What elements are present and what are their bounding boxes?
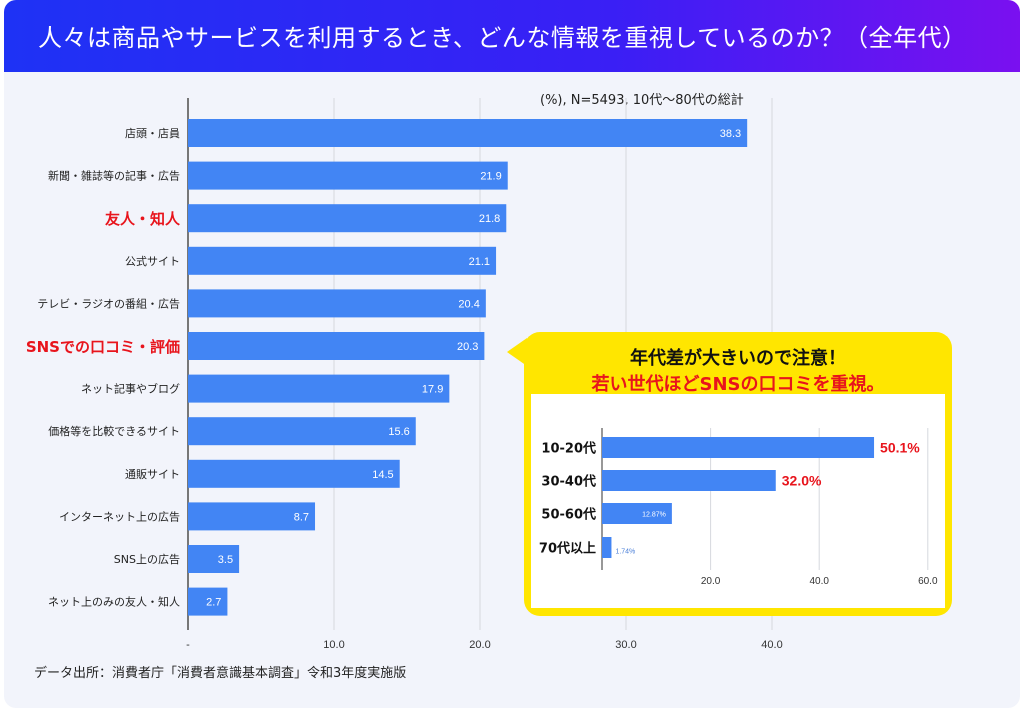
bar xyxy=(602,537,612,558)
bar-value-label: 15.6 xyxy=(388,426,409,438)
bar xyxy=(188,119,748,147)
bar xyxy=(188,161,508,190)
x-tick-label: 20.0 xyxy=(701,576,721,587)
age-bar-chart: 20.0 40.0 60.0 10-20代 50.1% 30-40代 32.0% 50-60代… xyxy=(539,428,938,587)
bar xyxy=(188,204,507,233)
x-tick-label: 40.0 xyxy=(809,576,829,587)
category-label: 新聞・雑誌等の記事・広告 xyxy=(48,169,180,183)
bar xyxy=(188,459,400,488)
callout-title-line1: 年代差が大きいので注意！ xyxy=(630,348,846,369)
category-label: 70代以上 xyxy=(539,541,596,557)
category-label: ネット上のみの友人・知人 xyxy=(48,595,180,609)
category-label: 友人・知人 xyxy=(105,210,181,228)
bar-value-label: 21.1 xyxy=(469,256,490,268)
bar-value-label: 14.5 xyxy=(372,469,393,481)
page-title: 人々は商品やサービスを利用するとき、どんな情報を重視しているのか？（全年代） xyxy=(38,24,967,52)
chart-card: 人々は商品やサービスを利用するとき、どんな情報を重視しているのか？（全年代） (… xyxy=(4,0,1020,708)
bar xyxy=(188,246,497,275)
x-tick-label: 40.0 xyxy=(761,639,782,651)
bar-value-label: 8.7 xyxy=(294,511,309,523)
callout-title-line2: 若い世代ほどSNSの口コミを重視。 xyxy=(591,374,885,395)
bar-value-label: 21.8 xyxy=(479,213,500,225)
category-label: 公式サイト xyxy=(125,255,180,268)
bar xyxy=(188,587,228,616)
sample-note: (%), N=5493, 10代～80代の総計 xyxy=(540,93,744,108)
category-label: 店頭・店員 xyxy=(125,126,180,140)
bar xyxy=(602,470,776,491)
x-tick-label: - xyxy=(186,639,190,651)
bar-value-label: 38.3 xyxy=(720,128,741,140)
category-label: 通販サイト xyxy=(125,468,180,481)
category-label: SNS上の広告 xyxy=(114,553,180,566)
bar-value-label: 21.9 xyxy=(480,171,501,183)
data-source: データ出所：消費者庁「消費者意識基本調査」令和3年度実施版 xyxy=(34,666,407,681)
age-chart-panel: 20.0 40.0 60.0 10-20代 50.1% 30-40代 32.0% 50-60代… xyxy=(531,394,945,608)
bar-value-label: 20.4 xyxy=(458,298,479,310)
category-label: SNSでの口コミ・評価 xyxy=(26,338,180,356)
bar-value-label: 50.1% xyxy=(880,440,920,456)
bar xyxy=(188,502,316,531)
bar-value-label: 32.0% xyxy=(782,473,822,489)
bar-value-label: 3.5 xyxy=(218,554,233,566)
age-callout: 年代差が大きいので注意！ 若い世代ほどSNSの口コミを重視。 20.0 40.0 6… xyxy=(524,332,952,616)
x-tick-label: 20.0 xyxy=(469,639,490,651)
bar xyxy=(188,374,450,403)
bar xyxy=(188,545,240,573)
bar xyxy=(188,417,416,446)
callout-pointer xyxy=(507,338,527,366)
bar-value-label: 12.87% xyxy=(642,512,666,519)
main-bar-chart: - 10.0 20.0 30.0 40.0 38.3 店頭・店員 21.9 新聞・雑誌等の記事・… xyxy=(26,98,783,651)
bar-value-label: 2.7 xyxy=(206,597,221,609)
category-label: テレビ・ラジオの番組・広告 xyxy=(37,297,180,310)
category-label: インターネット上の広告 xyxy=(59,510,180,523)
bar xyxy=(188,289,486,318)
x-tick-label: 30.0 xyxy=(615,639,636,651)
bar-value-label: 17.9 xyxy=(422,384,443,396)
category-label: 価格等を比較できるサイト xyxy=(48,424,180,438)
bar xyxy=(602,437,875,458)
bar xyxy=(188,332,485,360)
category-label: 10-20代 xyxy=(541,441,596,457)
category-label: 30-40代 xyxy=(541,474,596,490)
x-tick-label: 10.0 xyxy=(323,639,344,651)
category-label: 50-60代 xyxy=(541,507,596,523)
header-banner: 人々は商品やサービスを利用するとき、どんな情報を重視しているのか？（全年代） xyxy=(4,0,1020,72)
bar-value-label: 1.74% xyxy=(615,549,635,556)
x-tick-label: 60.0 xyxy=(918,576,938,587)
bar-value-label: 20.3 xyxy=(457,341,478,353)
bar xyxy=(602,503,672,524)
category-label: ネット記事やブログ xyxy=(81,382,180,396)
